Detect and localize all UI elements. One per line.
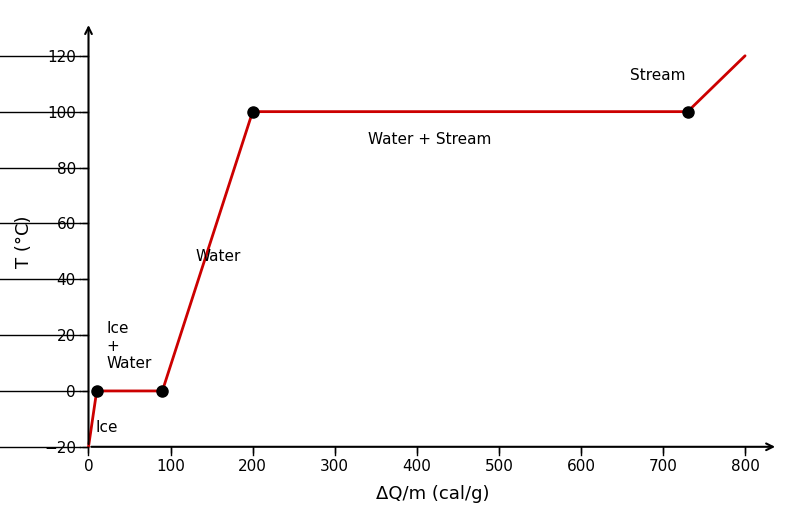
Text: Stream: Stream xyxy=(630,68,686,83)
X-axis label: ΔQ/m (cal/g): ΔQ/m (cal/g) xyxy=(377,485,490,503)
Point xyxy=(246,108,259,116)
Point xyxy=(156,387,169,395)
Text: Ice
+
Water: Ice + Water xyxy=(106,321,152,371)
Text: Ice: Ice xyxy=(95,420,118,435)
Text: Water: Water xyxy=(195,250,241,264)
Y-axis label: T (°C): T (°C) xyxy=(15,215,33,268)
Point xyxy=(682,108,694,116)
Text: Water + Stream: Water + Stream xyxy=(367,132,491,147)
Point xyxy=(90,387,103,395)
